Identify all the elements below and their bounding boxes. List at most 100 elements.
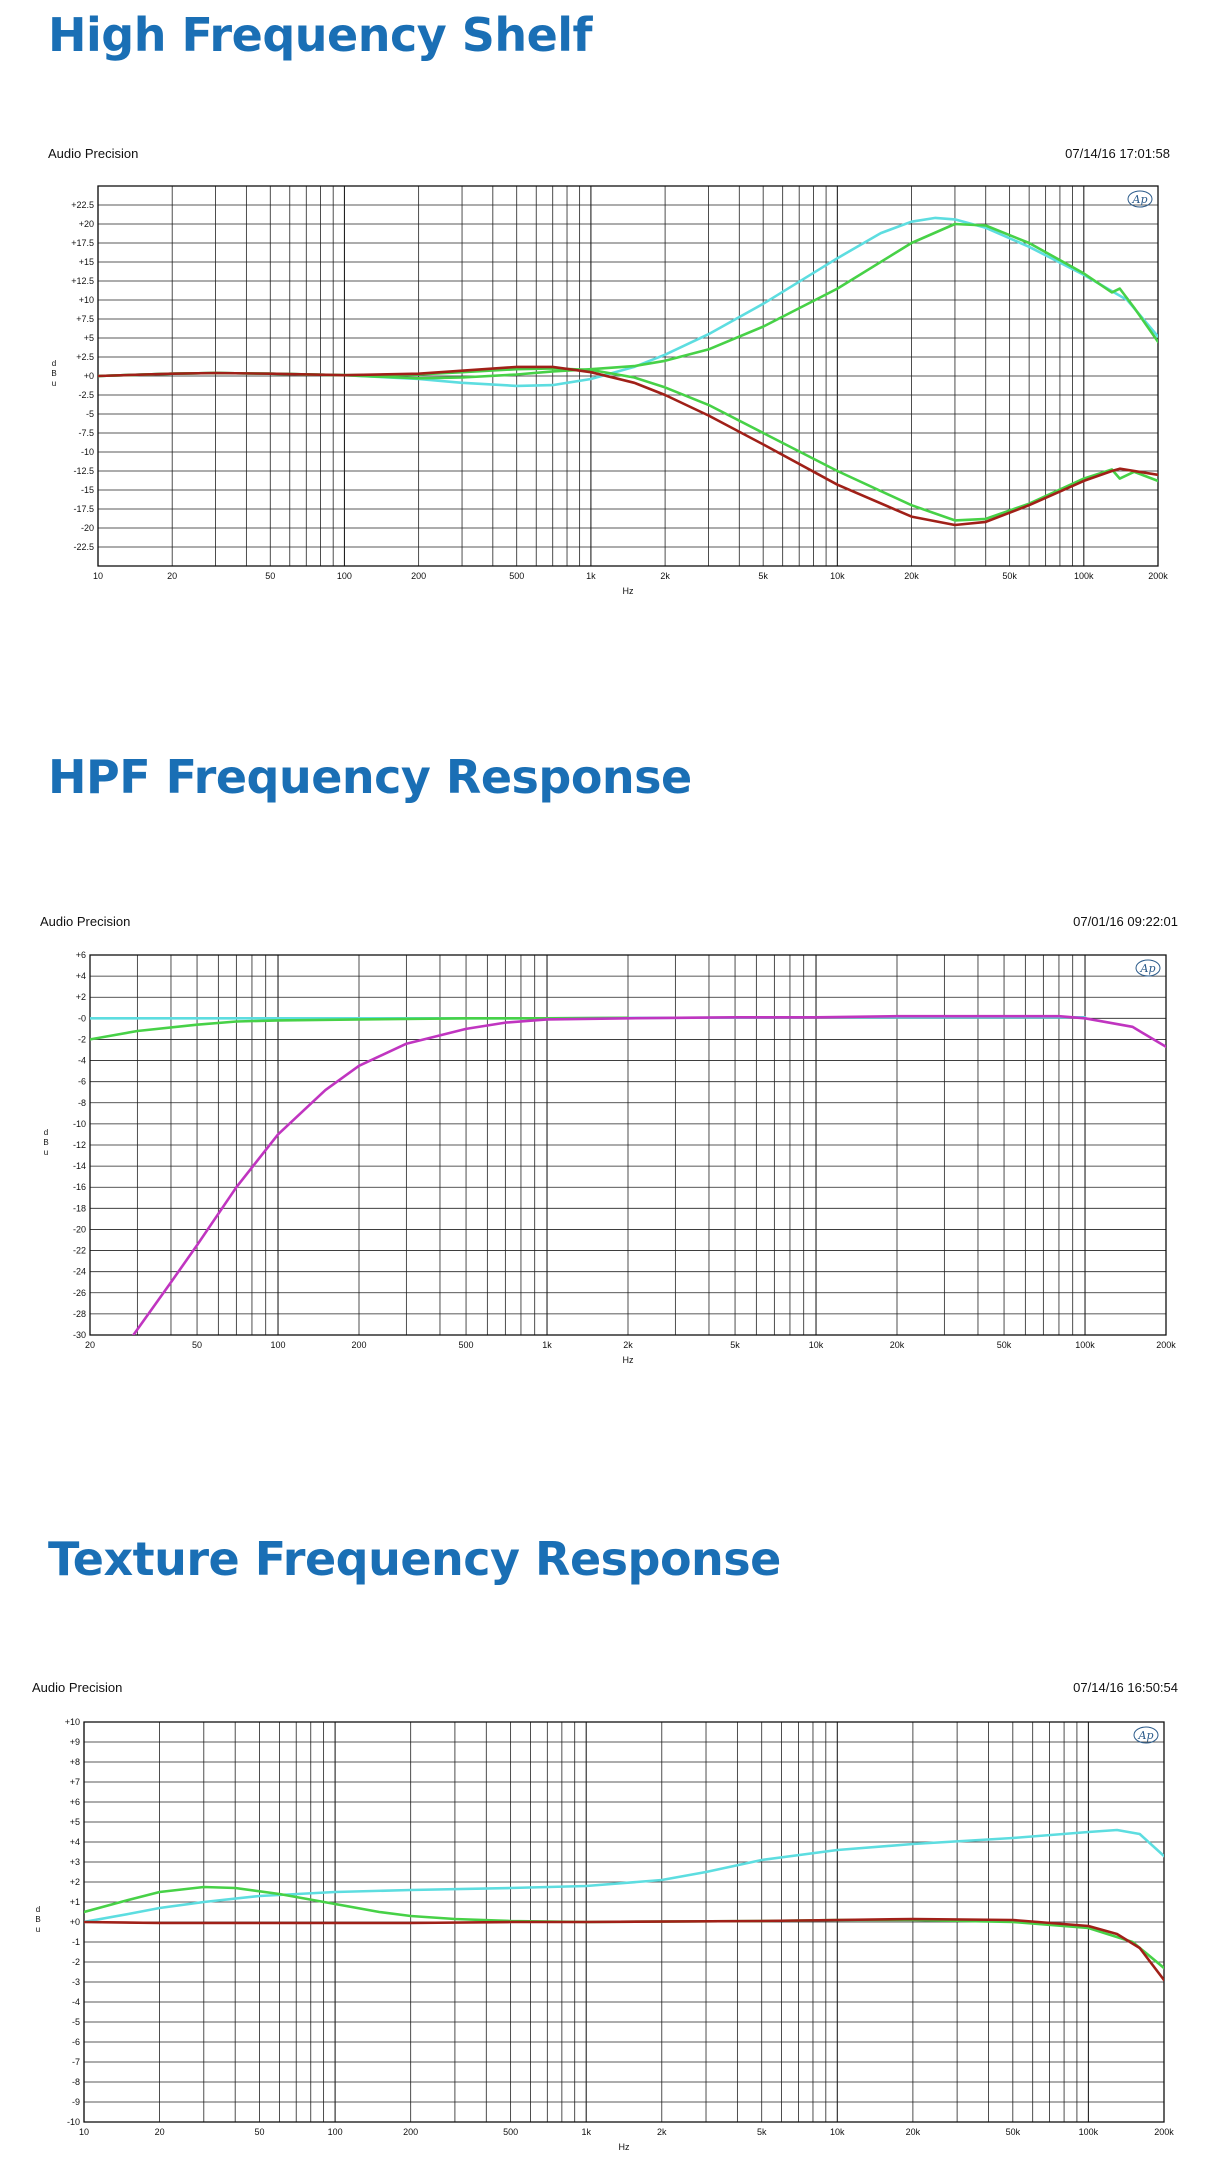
y-tick-label: +6 <box>70 1797 80 1807</box>
y-tick-label: -28 <box>73 1309 86 1319</box>
y-tick-label: -7 <box>72 2057 80 2067</box>
x-tick-label: 2k <box>623 1340 633 1350</box>
x-tick-label: 20k <box>906 2127 921 2137</box>
ap-logo: Ap <box>1133 1726 1159 1744</box>
x-tick-label: 5k <box>730 1340 740 1350</box>
x-tick-label: 10 <box>93 571 103 581</box>
series-line-3 <box>84 1917 1164 1982</box>
y-tick-label: +1 <box>70 1897 80 1907</box>
x-tick-label: 20k <box>904 571 919 581</box>
y-tick-label: -12.5 <box>73 466 94 476</box>
x-tick-label: 20k <box>890 1340 905 1350</box>
x-tick-label: 20 <box>155 2127 165 2137</box>
plot-frame <box>83 1721 1165 2123</box>
x-tick-label: 100 <box>271 1340 286 1350</box>
x-tick-label: 1k <box>581 2127 591 2137</box>
y-tick-label: -4 <box>72 1997 80 2007</box>
x-tick-label: 500 <box>503 2127 518 2137</box>
y-tick-label: +6 <box>76 950 86 960</box>
timestamp-label: 07/14/16 16:50:54 <box>1073 1680 1178 1695</box>
x-tick-label: 50k <box>997 1340 1012 1350</box>
y-tick-label: -2.5 <box>78 390 94 400</box>
ap-logo-text: Ap <box>1132 193 1148 206</box>
x-tick-label: 100k <box>1075 1340 1095 1350</box>
x-tick-label: 10k <box>830 2127 845 2137</box>
x-tick-label: 100k <box>1079 2127 1099 2137</box>
ap-logo-text: Ap <box>1138 1729 1154 1742</box>
y-tick-label: +7 <box>70 1777 80 1787</box>
series-group <box>90 1014 1166 1335</box>
y-tick-label: +4 <box>70 1837 80 1847</box>
x-tick-label: 50 <box>265 571 275 581</box>
x-tick-label: 1k <box>586 571 596 581</box>
x-axis-label: Hz <box>623 586 634 596</box>
ap-logo-text: Ap <box>1140 962 1156 975</box>
x-tick-label: 200k <box>1148 571 1168 581</box>
chart-title: High Frequency Shelf <box>48 8 593 62</box>
series-line-2 <box>90 1016 630 1041</box>
y-tick-label: -30 <box>73 1330 86 1340</box>
y-tick-label: +17.5 <box>71 238 94 248</box>
series-line-2 <box>98 222 1158 380</box>
y-tick-label: -10 <box>81 447 94 457</box>
chart-title: Texture Frequency Response <box>48 1532 781 1586</box>
x-tick-label: 10k <box>830 571 845 581</box>
grid <box>97 186 1159 566</box>
plot-frame <box>89 954 1167 1336</box>
y-tick-label: -10 <box>73 1119 86 1129</box>
x-tick-label: 100 <box>337 571 352 581</box>
x-tick-label: 200 <box>403 2127 418 2137</box>
y-tick-label: +10 <box>65 1717 80 1727</box>
y-tick-label: -2 <box>72 1957 80 1967</box>
y-tick-label: -5 <box>86 409 94 419</box>
y-tick-label: -5 <box>72 2017 80 2027</box>
y-tick-label: -4 <box>78 1056 86 1066</box>
y-tick-label: +15 <box>79 257 94 267</box>
y-tick-label: -17.5 <box>73 504 94 514</box>
vendor-label: Audio Precision <box>48 146 139 161</box>
y-tick-label: -26 <box>73 1288 86 1298</box>
x-tick-label: 200k <box>1154 2127 1174 2137</box>
y-tick-label: +2 <box>76 992 86 1002</box>
y-tick-label: -1 <box>72 1937 80 1947</box>
grid <box>83 1721 1165 2123</box>
vendor-label: Audio Precision <box>32 1680 123 1695</box>
x-tick-label: 1k <box>542 1340 552 1350</box>
y-tick-label: -9 <box>72 2097 80 2107</box>
y-tick-label: +2 <box>70 1877 80 1887</box>
y-tick-label: +4 <box>76 971 86 981</box>
x-tick-label: 200k <box>1156 1340 1176 1350</box>
x-tick-label: 200 <box>411 571 426 581</box>
x-tick-label: 20 <box>85 1340 95 1350</box>
y-tick-label: -6 <box>78 1077 86 1087</box>
y-tick-label: -10 <box>67 2117 80 2127</box>
x-axis-label: Hz <box>623 1355 634 1365</box>
y-tick-label: -20 <box>81 523 94 533</box>
y-tick-label: -0 <box>78 1013 86 1023</box>
series-group <box>98 216 1158 527</box>
y-tick-label: -24 <box>73 1267 86 1277</box>
series-line-3 <box>98 367 1158 522</box>
y-tick-label: +20 <box>79 219 94 229</box>
x-tick-label: 50k <box>1002 571 1017 581</box>
y-tick-label: +5 <box>84 333 94 343</box>
x-tick-label: 5k <box>757 2127 767 2137</box>
vendor-label: Audio Precision <box>40 914 131 929</box>
y-tick-label: -3 <box>72 1977 80 1987</box>
y-tick-label: -22.5 <box>73 542 94 552</box>
y-tick-label: -14 <box>73 1161 86 1171</box>
x-tick-label: 10k <box>809 1340 824 1350</box>
y-tick-label: -20 <box>73 1224 86 1234</box>
x-tick-label: 50 <box>192 1340 202 1350</box>
y-tick-label: +10 <box>79 295 94 305</box>
x-tick-label: 100k <box>1074 571 1094 581</box>
x-tick-label: 200 <box>351 1340 366 1350</box>
y-tick-label: -8 <box>78 1098 86 1108</box>
chart-section-hf-shelf: High Frequency Shelf Audio Precision 07/… <box>0 0 1208 620</box>
ap-logo: Ap <box>1135 959 1161 977</box>
series-line-4 <box>98 365 1158 527</box>
ap-logo: Ap <box>1127 190 1153 208</box>
